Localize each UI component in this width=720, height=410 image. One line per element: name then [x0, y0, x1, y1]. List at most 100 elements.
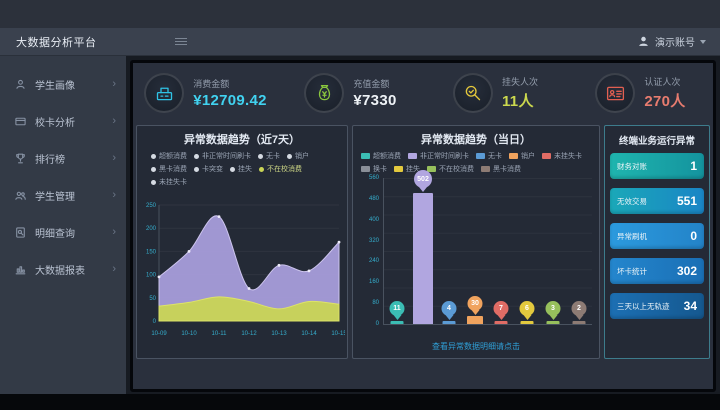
kpi-label: 消费金额	[193, 79, 230, 89]
legend-item[interactable]: 无卡	[258, 151, 280, 161]
legend-item[interactable]: 销户	[287, 151, 309, 161]
search-doc-icon	[14, 226, 27, 239]
bar-value-balloon: 30	[467, 296, 483, 311]
stats-list: 财务对账 1 无效交易 551 异常刷机 0 坏卡统计 302 三天以上无轨迹 34	[605, 149, 709, 319]
bar-column-6: 6	[514, 178, 540, 324]
stat-value: 0	[690, 229, 697, 243]
bar-value-balloon: 11	[389, 301, 405, 316]
stat-pill-0: 财务对账 1	[610, 153, 704, 179]
legend-item[interactable]: 销户	[509, 151, 535, 161]
kpi-label: 认证人次	[644, 77, 681, 87]
sidebar-item-5[interactable]: 大数据报表 ›	[0, 251, 126, 288]
sidebar-item-2[interactable]: 排行榜 ›	[0, 140, 126, 177]
legend-item[interactable]: 挂失	[394, 164, 420, 174]
svg-text:50: 50	[149, 296, 156, 302]
sidebar-item-label: 排行榜	[35, 155, 65, 166]
chevron-right-icon: ›	[112, 78, 116, 90]
bar	[494, 321, 508, 324]
legend-item[interactable]: 挂失	[230, 164, 252, 174]
stat-pill-4: 三天以上无轨迹 34	[610, 293, 704, 319]
bar	[442, 321, 456, 324]
legend-item[interactable]: 不在校消费	[427, 164, 474, 174]
panel-terminal-anomaly: 终端业务运行异常 财务对账 1 无效交易 551 异常刷机 0 坏卡统计 302 三天以上无轨迹…	[604, 125, 710, 359]
legend-item[interactable]: 黑卡消费	[151, 164, 187, 174]
stat-pill-3: 坏卡统计 302	[610, 258, 704, 284]
area-chart: 0 50 100 150 200 250 10-09 10-10 10-11 10-12 10-13…	[139, 199, 347, 354]
bar	[390, 321, 404, 324]
bar	[546, 321, 560, 324]
bar-column-2: 4	[436, 178, 462, 324]
panel-trend-7d: 异常数据趋势（近7天） 超额消费 非正常时间刷卡 无卡 销户黑卡消费 卡突变 挂失 不在校消…	[136, 125, 348, 359]
panel-title: 终端业务运行异常	[618, 136, 695, 147]
dashboard: 消费金额 ¥12709.42 充值金额 ¥7330 挂失人次 11人 认证人次 270人 异常…	[133, 63, 713, 389]
money-bag-icon	[304, 73, 345, 113]
svg-text:200: 200	[146, 226, 157, 232]
stat-value: 551	[676, 194, 697, 208]
sidebar-item-label: 学生画像	[35, 81, 75, 92]
svg-text:10-14: 10-14	[301, 331, 317, 337]
kpi-value: 270人	[644, 93, 686, 110]
legend-item[interactable]: 不在校消费	[259, 164, 302, 174]
chevron-right-icon: ›	[112, 152, 116, 164]
kpi-card-1: 充值金额 ¥7330	[278, 63, 423, 123]
bar-value-balloon: 7	[493, 301, 509, 316]
user-avatar-icon	[637, 35, 650, 48]
kpi-card-3: 认证人次 270人	[568, 63, 713, 123]
legend-item[interactable]: 非正常时间刷卡	[194, 151, 251, 161]
app-title: 大数据分析平台	[16, 36, 97, 49]
legend-item[interactable]: 未挂失卡	[542, 151, 582, 161]
chevron-right-icon: ›	[112, 263, 116, 275]
svg-text:10-10: 10-10	[181, 331, 197, 337]
bar-value-balloon: 2	[571, 301, 587, 316]
legend-item[interactable]: 无卡	[476, 151, 502, 161]
menu-toggle-icon[interactable]	[174, 37, 187, 46]
svg-text:10-15: 10-15	[331, 331, 345, 337]
panel-title: 异常数据趋势（当日）	[421, 134, 531, 146]
kpi-label: 挂失人次	[501, 77, 538, 87]
stat-label: 无效交易	[617, 196, 647, 206]
legend-item[interactable]: 黑卡消费	[481, 164, 521, 174]
bar-column-4: 7	[488, 178, 514, 324]
top-strip	[0, 0, 720, 28]
stat-value: 1	[690, 159, 697, 173]
sidebar-item-0[interactable]: 学生画像 ›	[0, 66, 126, 103]
kpi-value: 11人	[501, 93, 534, 110]
sidebar-item-label: 明细查询	[35, 229, 75, 240]
bar-column-3: 30	[462, 178, 488, 324]
detail-link[interactable]: 查看异常数据明细请点击	[432, 342, 520, 351]
bar-value-balloon: 3	[545, 301, 561, 316]
svg-text:10-12: 10-12	[241, 331, 257, 337]
panel-title: 异常数据趋势（近7天）	[183, 134, 301, 146]
legend-item[interactable]: 卡突变	[194, 164, 223, 174]
student-icon	[14, 78, 27, 91]
legend-item[interactable]: 换卡	[361, 164, 387, 174]
user-menu[interactable]: 演示账号	[637, 34, 706, 49]
sidebar-item-4[interactable]: 明细查询 ›	[0, 214, 126, 251]
bar-value-balloon: 6	[519, 301, 535, 316]
cash-register-icon	[144, 73, 185, 113]
legend-item[interactable]: 超额消费	[361, 151, 401, 161]
panel-trend-today: 异常数据趋势（当日） 超额消费 非正常时间刷卡 无卡 销户 未挂失卡换卡 挂失 不在校消费黑…	[352, 125, 600, 359]
svg-text:150: 150	[146, 249, 157, 255]
svg-text:10-13: 10-13	[271, 331, 287, 337]
svg-text:250: 250	[146, 203, 157, 209]
sidebar-item-label: 大数据报表	[35, 266, 85, 277]
stat-label: 财务对账	[617, 161, 647, 171]
legend-item[interactable]: 非正常时间刷卡	[408, 151, 469, 161]
sidebar-item-3[interactable]: 学生管理 ›	[0, 177, 126, 214]
svg-text:100: 100	[146, 273, 157, 279]
sidebar-item-1[interactable]: 校卡分析 ›	[0, 103, 126, 140]
sidebar-nav: 学生画像 › 校卡分析 › 排行榜 › 学生管理 › 明细查询 › 大数据报表 ›	[0, 56, 126, 394]
report-icon	[14, 263, 27, 276]
legend-item[interactable]: 未挂失卡	[151, 177, 187, 187]
svg-text:10-09: 10-09	[151, 331, 167, 337]
legend-today: 超额消费 非正常时间刷卡 无卡 销户 未挂失卡换卡 挂失 不在校消费 黑卡消费	[353, 149, 599, 176]
bar	[520, 321, 534, 324]
bar-chart-plot: 11 502 4 30 7 6 3 2	[383, 170, 592, 325]
legend-item[interactable]: 超额消费	[151, 151, 187, 161]
stat-pill-1: 无效交易 551	[610, 188, 704, 214]
bar-value-balloon: 4	[441, 301, 457, 316]
user-name: 演示账号	[655, 38, 695, 49]
svg-text:0: 0	[153, 319, 157, 325]
bar	[572, 321, 586, 324]
